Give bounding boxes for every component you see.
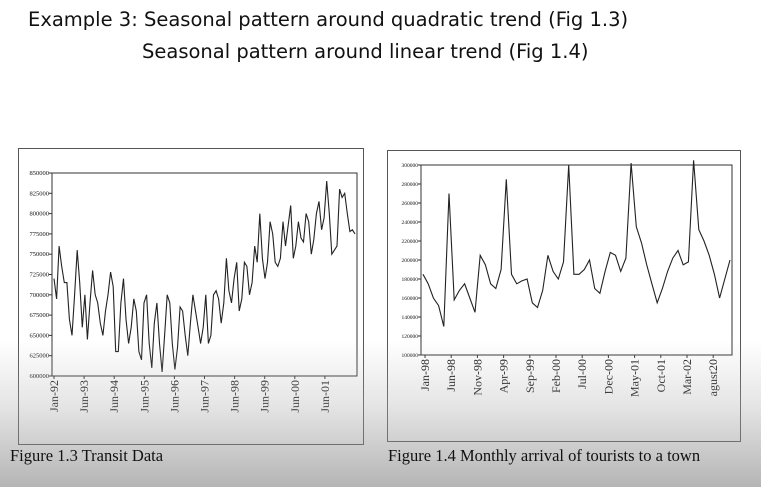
x-tick-label: Jun-01 bbox=[318, 380, 332, 413]
y-tick-label: 625000 bbox=[30, 353, 50, 360]
slide-title-line-2: Seasonal pattern around linear trend (Fi… bbox=[142, 40, 589, 63]
figure-1-4-caption: Figure 1.4 Monthly arrival of tourists t… bbox=[388, 446, 701, 465]
y-tick-label: 160000 bbox=[402, 296, 419, 302]
y-tick-label: 725000 bbox=[30, 272, 50, 279]
y-tick-label: 300000 bbox=[402, 163, 419, 169]
x-tick-label: Jul-00 bbox=[575, 359, 589, 389]
y-tick-label: 220000 bbox=[402, 239, 419, 245]
x-tick-label: Jun-00 bbox=[288, 380, 302, 413]
x-tick-label: Jan-98 bbox=[418, 359, 432, 391]
x-tick-label: Nov-98 bbox=[470, 359, 484, 396]
y-tick-label: 180000 bbox=[402, 277, 419, 283]
x-tick-label: Jun-99 bbox=[258, 380, 272, 413]
x-tick-label: Jun-93 bbox=[77, 380, 91, 413]
series-line bbox=[53, 181, 356, 372]
x-tick-label: agust20 bbox=[706, 359, 720, 396]
figure-1-3-frame: 600000 625000 650000 675000 700000 725000 7500… bbox=[18, 148, 364, 445]
x-tick-label: Dec-00 bbox=[601, 359, 615, 394]
x-tick-label: Mar-02 bbox=[680, 359, 694, 395]
y-tick-label: 675000 bbox=[30, 312, 50, 319]
y-tick-label: 775000 bbox=[30, 231, 50, 238]
x-tick-label: Sep-99 bbox=[523, 359, 537, 393]
y-tick-label: 140000 bbox=[402, 315, 419, 321]
y-tick-label: 750000 bbox=[30, 251, 50, 258]
y-tick-label: 260000 bbox=[402, 201, 419, 207]
x-tick-label: Jun-98 bbox=[444, 359, 458, 392]
x-tick-label: Apr-99 bbox=[497, 359, 511, 393]
transit-data-chart: 600000 625000 650000 675000 700000 725000 7500… bbox=[30, 170, 358, 413]
tourist-arrivals-chart: 100000 120000 140000 160000 180000 200000 2200… bbox=[402, 160, 733, 397]
figure-1-3-caption: Figure 1.3 Transit Data bbox=[10, 446, 164, 465]
figure-1-4-frame: 100000 120000 140000 160000 180000 200000 2200… bbox=[387, 150, 741, 442]
y-tick-label: 240000 bbox=[402, 220, 419, 226]
plot-area bbox=[51, 172, 358, 377]
x-tick-label: Feb-00 bbox=[549, 359, 563, 393]
plot-area bbox=[420, 164, 733, 356]
x-tick-label: Jun-97 bbox=[198, 380, 212, 413]
x-tick-label: Jun-94 bbox=[107, 380, 121, 413]
y-tick-label: 120000 bbox=[402, 334, 419, 340]
x-tick-label: May-01 bbox=[628, 359, 642, 397]
y-tick-label: 700000 bbox=[30, 292, 50, 299]
x-tick-label: Jun-96 bbox=[167, 380, 181, 413]
y-tick-label: 800000 bbox=[30, 211, 50, 218]
y-tick-label: 100000 bbox=[402, 353, 419, 359]
series-line bbox=[422, 160, 731, 327]
y-tick-label: 850000 bbox=[30, 170, 50, 177]
y-tick-label: 825000 bbox=[30, 190, 50, 197]
y-tick-label: 600000 bbox=[30, 373, 50, 380]
y-tick-label: 280000 bbox=[402, 182, 419, 188]
x-tick-label: Jun-95 bbox=[137, 380, 151, 413]
x-tick-label: Jun-98 bbox=[228, 380, 242, 413]
x-tick-label: Jan-92 bbox=[47, 380, 61, 412]
slide-title-line-1: Example 3: Seasonal pattern around quadr… bbox=[28, 8, 629, 31]
y-tick-label: 650000 bbox=[30, 332, 50, 339]
y-tick-label: 200000 bbox=[402, 258, 419, 264]
x-tick-label: Oct-01 bbox=[654, 359, 668, 392]
